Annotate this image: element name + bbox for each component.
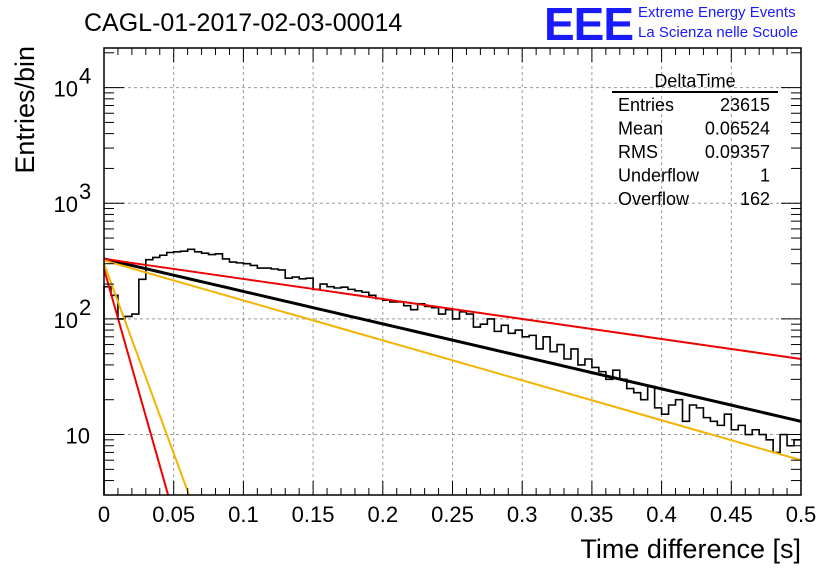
stats-label: Mean (618, 119, 663, 139)
chart-title: CAGL-01-2017-02-03-00014 (84, 9, 403, 37)
x-tick-labels: 0 0.05 0.1 0.15 0.2 0.25 0.3 0.35 0.4 0.45 0.5 (98, 502, 816, 527)
stats-label: Underflow (618, 166, 700, 186)
fit-curve-4 (103, 268, 170, 496)
stats-value: 162 (740, 189, 770, 209)
histogram-outline (103, 248, 801, 495)
logo-caption-line2: La Scienza nelle Scuole (638, 24, 799, 41)
eee-logo: EEE (544, 0, 634, 50)
y-tick-label: 10 (54, 77, 78, 102)
stats-value: 23615 (720, 95, 770, 115)
stats-label: RMS (618, 142, 658, 162)
x-tick-label: 0.15 (292, 502, 335, 527)
x-tick-label: 0.25 (431, 502, 474, 527)
fit-curves (103, 257, 802, 496)
y-tick-label: 10 (54, 192, 78, 217)
stats-box: DeltaTime Entries 23615 Mean 0.06524 RMS 0.093… (612, 71, 778, 209)
fit-curve-5 (103, 263, 190, 496)
stats-value: 0.09357 (705, 142, 770, 162)
y-axis-title: Entries/bin (10, 46, 40, 174)
stats-value: 0.06524 (705, 119, 770, 139)
stats-label: Overflow (618, 189, 690, 209)
x-tick-label: 0.1 (228, 502, 259, 527)
y-tick-label: 10 (54, 308, 78, 333)
x-tick-label: 0.3 (507, 502, 538, 527)
fit-curve-2 (103, 257, 802, 360)
x-tick-label: 0.5 (786, 502, 817, 527)
axis-ticks (103, 48, 802, 496)
stats-value: 1 (760, 166, 770, 186)
x-tick-label: 0.35 (570, 502, 613, 527)
fit-curve-3 (103, 259, 802, 462)
x-axis-title: Time difference [s] (580, 534, 801, 564)
stats-label: Entries (618, 95, 674, 115)
fit-curve-1 (103, 257, 802, 423)
x-tick-label: 0 (98, 502, 110, 527)
x-tick-label: 0.4 (646, 502, 677, 527)
y-tick-label: 10 (66, 424, 90, 449)
histogram (103, 248, 801, 495)
logo-caption-line1: Extreme Energy Events (638, 4, 796, 21)
stats-title: DeltaTime (654, 71, 735, 91)
grid (104, 48, 801, 495)
y-tick-exponent: 3 (79, 179, 91, 204)
y-tick-exponent: 4 (79, 64, 91, 89)
y-tick-exponent: 2 (79, 295, 91, 320)
x-tick-label: 0.2 (368, 502, 399, 527)
x-tick-label: 0.05 (152, 502, 195, 527)
x-tick-label: 0.45 (710, 502, 753, 527)
